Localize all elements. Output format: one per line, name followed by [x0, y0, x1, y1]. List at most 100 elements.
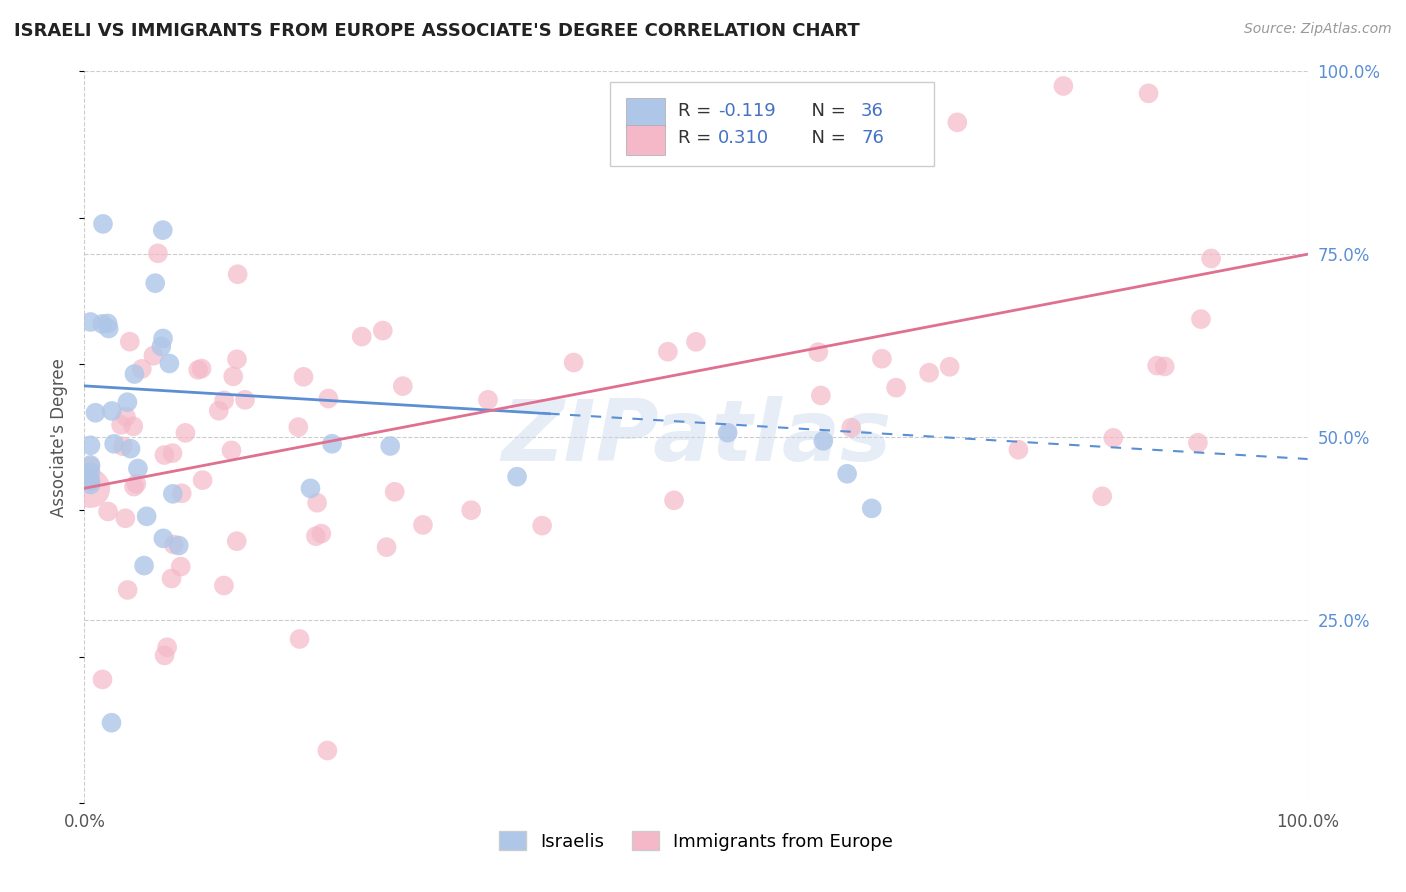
Point — [562, 355, 585, 369]
Point — [79, 481, 101, 495]
Point — [91, 673, 114, 687]
Point — [1052, 78, 1074, 93]
Point — [170, 559, 193, 574]
Point — [163, 537, 186, 551]
Point — [208, 403, 231, 417]
Text: N =: N = — [800, 129, 852, 147]
Point — [287, 420, 309, 434]
Point — [1007, 442, 1029, 457]
Point — [662, 493, 685, 508]
Point — [506, 469, 529, 483]
Text: ISRAELI VS IMMIGRANTS FROM EUROPE ASSOCIATE'S DEGREE CORRELATION CHART: ISRAELI VS IMMIGRANTS FROM EUROPE ASSOCI… — [14, 22, 860, 40]
Point — [918, 366, 941, 380]
Point — [187, 363, 209, 377]
Point — [79, 474, 101, 488]
Point — [1137, 87, 1160, 101]
Point — [221, 443, 243, 458]
Point — [685, 334, 707, 349]
Point — [316, 743, 339, 757]
Point — [157, 356, 180, 370]
Point — [226, 352, 249, 367]
Point — [79, 459, 101, 474]
Point — [79, 465, 101, 479]
Point — [132, 558, 155, 573]
Point — [225, 534, 247, 549]
Point — [190, 361, 212, 376]
Point — [115, 409, 138, 424]
Point — [135, 509, 157, 524]
Point — [299, 481, 322, 495]
Point — [870, 351, 893, 366]
Point — [142, 349, 165, 363]
Point — [118, 334, 141, 349]
Point — [167, 539, 190, 553]
Point — [222, 369, 245, 384]
Point — [191, 473, 214, 487]
Point — [813, 434, 835, 448]
Point — [122, 480, 145, 494]
Point — [307, 496, 329, 510]
FancyBboxPatch shape — [626, 98, 665, 128]
Point — [156, 640, 179, 655]
Point — [153, 448, 176, 462]
Point — [150, 339, 173, 353]
Point — [79, 315, 101, 329]
Point — [318, 392, 340, 406]
Point — [162, 446, 184, 460]
Point — [117, 395, 139, 409]
Point — [212, 393, 235, 408]
Point — [114, 511, 136, 525]
Point — [101, 404, 124, 418]
Point — [810, 388, 832, 402]
Point — [305, 529, 328, 543]
Point — [839, 420, 862, 434]
Text: -0.119: -0.119 — [718, 102, 776, 120]
Point — [938, 359, 960, 374]
Text: N =: N = — [800, 102, 852, 120]
Point — [131, 362, 153, 376]
Legend: Israelis, Immigrants from Europe: Israelis, Immigrants from Europe — [489, 822, 903, 860]
Point — [79, 474, 101, 488]
Point — [79, 477, 101, 491]
Point — [807, 345, 830, 359]
Point — [1189, 312, 1212, 326]
Point — [311, 526, 333, 541]
Point — [100, 715, 122, 730]
Point — [350, 329, 373, 343]
Text: 36: 36 — [860, 102, 884, 120]
Text: R =: R = — [678, 129, 717, 147]
FancyBboxPatch shape — [610, 82, 935, 167]
Point — [1199, 252, 1222, 266]
Point — [153, 648, 176, 663]
Text: Source: ZipAtlas.com: Source: ZipAtlas.com — [1244, 22, 1392, 37]
Point — [288, 632, 311, 646]
Point — [146, 246, 169, 260]
Text: 0.310: 0.310 — [718, 129, 769, 147]
Point — [391, 379, 413, 393]
Point — [657, 344, 679, 359]
Point — [103, 437, 125, 451]
Point — [380, 439, 402, 453]
Point — [412, 517, 434, 532]
Point — [375, 540, 398, 554]
Point — [321, 436, 343, 450]
Y-axis label: Associate's Degree: Associate's Degree — [51, 358, 69, 516]
Point — [477, 392, 499, 407]
Point — [1102, 431, 1125, 445]
Point — [292, 369, 315, 384]
Point — [531, 518, 554, 533]
Point — [1091, 489, 1114, 503]
Point — [1187, 435, 1209, 450]
Point — [125, 476, 148, 491]
Point — [884, 381, 907, 395]
Point — [233, 392, 256, 407]
Point — [152, 223, 174, 237]
FancyBboxPatch shape — [626, 125, 665, 155]
Point — [97, 317, 120, 331]
Point — [162, 487, 184, 501]
Point — [1153, 359, 1175, 374]
Point — [117, 582, 139, 597]
Point — [152, 532, 174, 546]
Point — [170, 486, 193, 500]
Point — [79, 458, 101, 472]
